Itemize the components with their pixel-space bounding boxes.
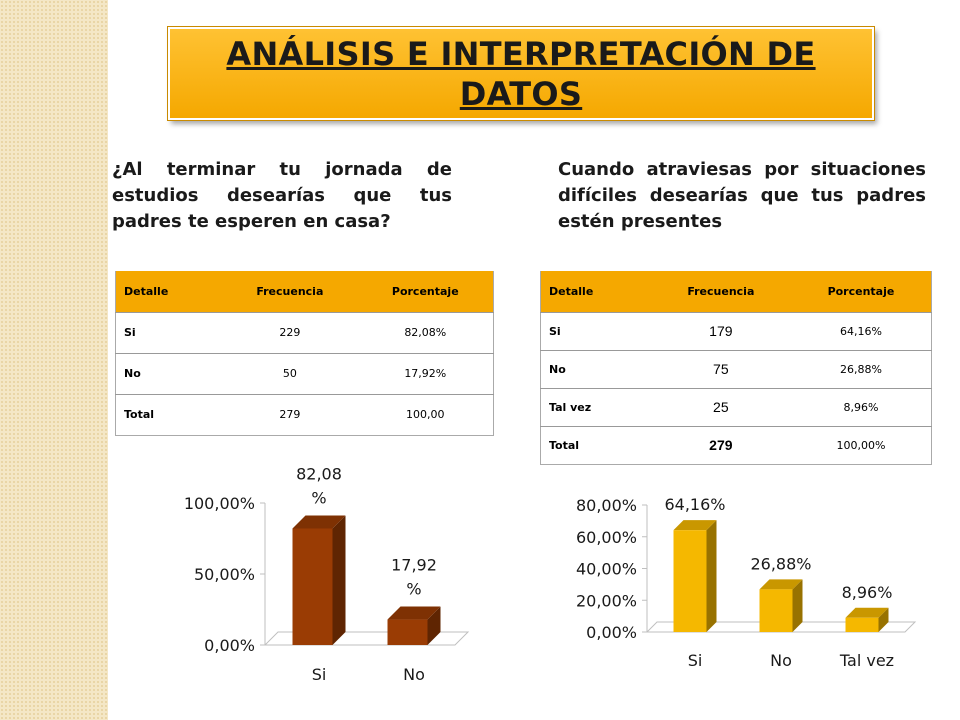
- page-title: ANÁLISIS E INTERPRETACIÓN DE DATOS: [226, 34, 816, 113]
- cell-frecuencia: 179: [650, 311, 791, 350]
- cell-porcentaje: 82,08%: [357, 311, 494, 353]
- side-strip-edge: [108, 0, 110, 720]
- cell-porcentaje: 100,00%: [790, 425, 932, 464]
- y-tick-label: 60,00%: [576, 528, 637, 547]
- table-row: Si 229 82,08%: [115, 311, 494, 353]
- bar-top: [387, 606, 441, 620]
- table-row: Tal vez 25 8,96%: [540, 387, 932, 426]
- bar: [845, 617, 879, 632]
- data-label: 8,96%: [842, 583, 893, 602]
- cell-frecuencia: 75: [650, 349, 791, 388]
- bar-top: [292, 515, 346, 529]
- y-tick-label: 80,00%: [576, 496, 637, 515]
- bar: [759, 589, 793, 632]
- data-label: 82,08%: [296, 464, 342, 507]
- cell-frecuencia: 50: [222, 352, 358, 394]
- question-left: ¿Al terminar tu jornada de estudios dese…: [112, 159, 452, 232]
- table-row: No 75 26,88%: [540, 349, 932, 388]
- bar-chart-left: 0,00% 50,00% 100,00% Si 82,08 % No 17,92%: [184, 464, 470, 684]
- frequency-table-right: Detalle Frecuencia Porcentaje Si 179 64,…: [540, 271, 932, 465]
- cell-detalle: Total: [115, 393, 223, 435]
- data-label: 64,16%: [664, 495, 725, 514]
- bar-side: [792, 579, 803, 632]
- bar-top: [845, 607, 889, 618]
- frequency-table-left: Detalle Frecuencia Porcentaje Si 229 82,…: [115, 271, 494, 436]
- header-frecuencia: Frecuencia: [222, 271, 358, 312]
- header-detalle: Detalle: [115, 271, 223, 312]
- y-tick-label: 0,00%: [204, 636, 255, 655]
- header-porcentaje: Porcentaje: [790, 271, 932, 312]
- x-tick-label: Si: [688, 651, 703, 670]
- y-tick-label: 20,00%: [576, 591, 637, 610]
- title-banner: ANÁLISIS E INTERPRETACIÓN DE DATOS: [167, 26, 875, 121]
- cell-frecuencia: 25: [650, 387, 791, 426]
- bar: [673, 530, 707, 632]
- table-row: Si 179 64,16%: [540, 311, 932, 350]
- x-tick-label: Tal vez: [839, 651, 894, 670]
- question-right: Cuando atraviesas por situaciones difíci…: [558, 159, 926, 232]
- x-tick-label: No: [403, 665, 425, 684]
- cell-detalle: Total: [540, 425, 651, 464]
- cell-detalle: Si: [540, 311, 651, 350]
- cell-detalle: Si: [115, 311, 223, 353]
- y-tick-label: 100,00%: [184, 494, 255, 513]
- table-row: No 50 17,92%: [115, 352, 494, 394]
- cell-frecuencia: 229: [222, 311, 358, 353]
- bar-top: [673, 520, 717, 531]
- bar-top: [759, 579, 803, 590]
- x-tick-label: No: [770, 651, 792, 670]
- header-porcentaje: Porcentaje: [357, 271, 494, 312]
- header-detalle: Detalle: [540, 271, 651, 312]
- cell-porcentaje: 100,00: [357, 393, 494, 435]
- decorative-side-strip: [0, 0, 108, 720]
- table-header-row: Detalle Frecuencia Porcentaje: [115, 271, 494, 312]
- bar-side: [332, 515, 346, 645]
- data-label: 17,92%: [391, 556, 437, 599]
- data-label: 26,88%: [750, 554, 811, 573]
- bar: [292, 528, 333, 645]
- header-frecuencia: Frecuencia: [650, 271, 791, 312]
- cell-porcentaje: 64,16%: [790, 311, 932, 350]
- cell-detalle: Tal vez: [540, 387, 651, 426]
- cell-porcentaje: 8,96%: [790, 387, 932, 426]
- bar-chart-right: 0,00% 20,00% 40,00% 60,00% 80,00% Si 64,16% No 2…: [576, 495, 917, 670]
- chart-floor: [645, 621, 917, 633]
- bar-side: [706, 520, 717, 632]
- table-header-row: Detalle Frecuencia Porcentaje: [540, 271, 932, 312]
- cell-porcentaje: 17,92%: [357, 352, 494, 394]
- cell-detalle: No: [115, 352, 223, 394]
- cell-detalle: No: [540, 349, 651, 388]
- bar-side: [427, 606, 441, 645]
- cell-frecuencia: 279: [222, 393, 358, 435]
- y-tick-label: 0,00%: [586, 623, 637, 642]
- table-row: Total 279 100,00%: [540, 425, 932, 464]
- table-row: Total 279 100,00: [115, 393, 494, 435]
- y-tick-label: 40,00%: [576, 560, 637, 579]
- cell-frecuencia: 279: [650, 425, 791, 464]
- bar-side: [878, 607, 889, 632]
- x-tick-label: Si: [312, 665, 327, 684]
- y-tick-label: 50,00%: [194, 565, 255, 584]
- bar: [387, 619, 428, 645]
- cell-porcentaje: 26,88%: [790, 349, 932, 388]
